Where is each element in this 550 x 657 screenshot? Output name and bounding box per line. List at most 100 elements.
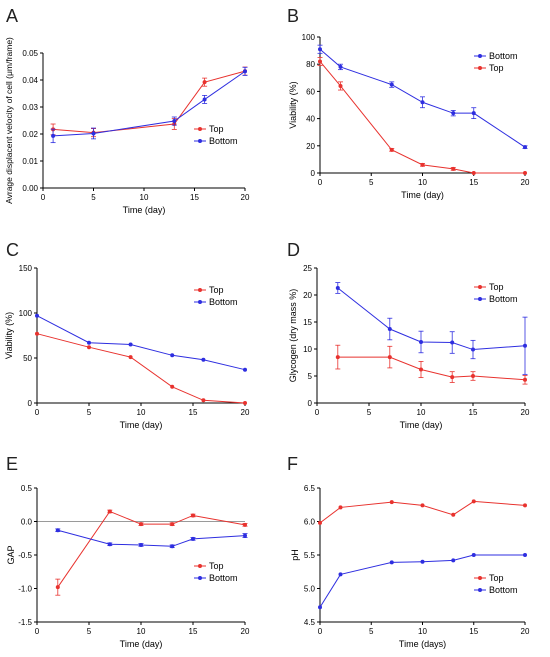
y-tick-label: 20 xyxy=(303,291,312,300)
data-point xyxy=(389,82,394,87)
x-tick-label: 15 xyxy=(190,193,199,202)
data-point xyxy=(51,133,56,138)
data-point xyxy=(387,327,392,332)
x-axis-label: Time (day) xyxy=(123,205,166,215)
data-point xyxy=(243,69,247,74)
data-point xyxy=(243,367,247,372)
data-point xyxy=(523,145,527,150)
series-line xyxy=(57,529,246,547)
legend-swatch-marker xyxy=(478,576,482,580)
data-point xyxy=(451,166,456,171)
chart-panel-a: A 0 5 10 15 20 0.00 0.01 0.02 0.03 0.04 0.05 Time (d… xyxy=(4,6,250,215)
y-tick-label: 0.00 xyxy=(22,184,38,193)
x-tick-label: 10 xyxy=(418,627,427,636)
data-point xyxy=(128,342,133,347)
data-point xyxy=(202,80,207,85)
y-tick-label: 0.03 xyxy=(22,103,38,112)
data-point xyxy=(451,558,456,563)
series-bottom xyxy=(318,553,527,610)
panel-label: E xyxy=(6,454,18,474)
x-tick-label: 15 xyxy=(469,627,478,636)
data-point xyxy=(139,542,143,547)
data-point xyxy=(243,401,247,405)
data-point xyxy=(523,377,527,382)
series-bottom xyxy=(35,313,247,372)
data-point xyxy=(523,343,527,348)
data-point xyxy=(420,162,425,167)
data-point xyxy=(387,355,392,360)
data-point xyxy=(450,340,455,345)
x-tick-label: 15 xyxy=(469,408,478,417)
y-tick-label: 0.01 xyxy=(22,157,38,166)
data-point xyxy=(201,357,206,362)
legend-label: Bottom xyxy=(209,136,238,146)
y-tick-label: 0 xyxy=(311,169,316,178)
y-tick-label: 0 xyxy=(308,399,313,408)
y-tick-label: 15 xyxy=(303,318,312,327)
legend-swatch-marker xyxy=(198,300,202,304)
y-tick-label: 80 xyxy=(306,60,315,69)
data-point xyxy=(450,375,455,380)
data-point xyxy=(170,384,175,389)
y-tick-label: -1.0 xyxy=(18,585,32,594)
x-tick-label: 20 xyxy=(241,627,250,636)
x-axis-label: Time (day) xyxy=(120,639,163,649)
y-tick-label: -0.5 xyxy=(18,551,32,560)
data-point xyxy=(338,572,343,577)
y-tick-label: 0.05 xyxy=(22,49,38,58)
y-tick-label: 5.5 xyxy=(304,551,316,560)
data-point xyxy=(523,553,527,557)
x-tick-label: 0 xyxy=(315,408,320,417)
y-tick-label: 6.5 xyxy=(304,484,316,493)
data-point xyxy=(128,355,133,360)
data-point xyxy=(318,520,322,525)
y-tick-label: 60 xyxy=(306,87,315,96)
data-point xyxy=(420,559,425,564)
data-point xyxy=(338,83,343,88)
data-point xyxy=(55,585,60,590)
data-point xyxy=(91,131,96,136)
legend-label: Bottom xyxy=(489,294,518,304)
x-tick-label: 10 xyxy=(140,193,149,202)
data-point xyxy=(170,522,175,527)
x-axis-label: Time (day) xyxy=(120,420,163,430)
y-tick-label: 50 xyxy=(23,354,32,363)
legend-label: Bottom xyxy=(209,297,238,307)
legend-label: Top xyxy=(209,124,224,134)
legend-label: Top xyxy=(489,573,504,583)
data-point xyxy=(191,513,195,518)
data-point xyxy=(471,499,476,504)
data-point xyxy=(471,171,476,175)
data-point xyxy=(35,331,39,336)
x-tick-label: 10 xyxy=(137,627,146,636)
y-tick-label: -1.5 xyxy=(18,618,32,627)
legend-label: Bottom xyxy=(209,573,238,583)
legend-swatch-marker xyxy=(478,588,482,592)
y-axis-label: Viability (%) xyxy=(4,312,14,359)
panel-label: A xyxy=(6,6,18,26)
legend-label: Top xyxy=(209,561,224,571)
x-tick-label: 5 xyxy=(367,408,372,417)
legend-swatch-marker xyxy=(198,127,202,131)
series-bottom xyxy=(317,44,528,150)
series-top xyxy=(55,509,248,596)
data-point xyxy=(243,533,247,538)
series-top xyxy=(317,57,527,175)
data-point xyxy=(389,500,394,505)
legend-label: Bottom xyxy=(489,585,518,595)
data-point xyxy=(170,544,175,549)
x-tick-label: 20 xyxy=(241,193,250,202)
panel-label: C xyxy=(6,240,19,260)
data-point xyxy=(335,285,340,290)
legend-label: Top xyxy=(489,63,504,73)
y-tick-label: 0.04 xyxy=(22,76,38,85)
y-tick-label: 6.0 xyxy=(304,518,316,527)
data-point xyxy=(87,345,91,350)
y-tick-label: 20 xyxy=(306,142,315,151)
x-tick-label: 10 xyxy=(137,408,146,417)
y-tick-label: 0.5 xyxy=(21,484,33,493)
data-point xyxy=(87,340,91,345)
series-bottom xyxy=(55,528,248,549)
x-tick-label: 0 xyxy=(41,193,46,202)
series-line xyxy=(36,315,246,371)
